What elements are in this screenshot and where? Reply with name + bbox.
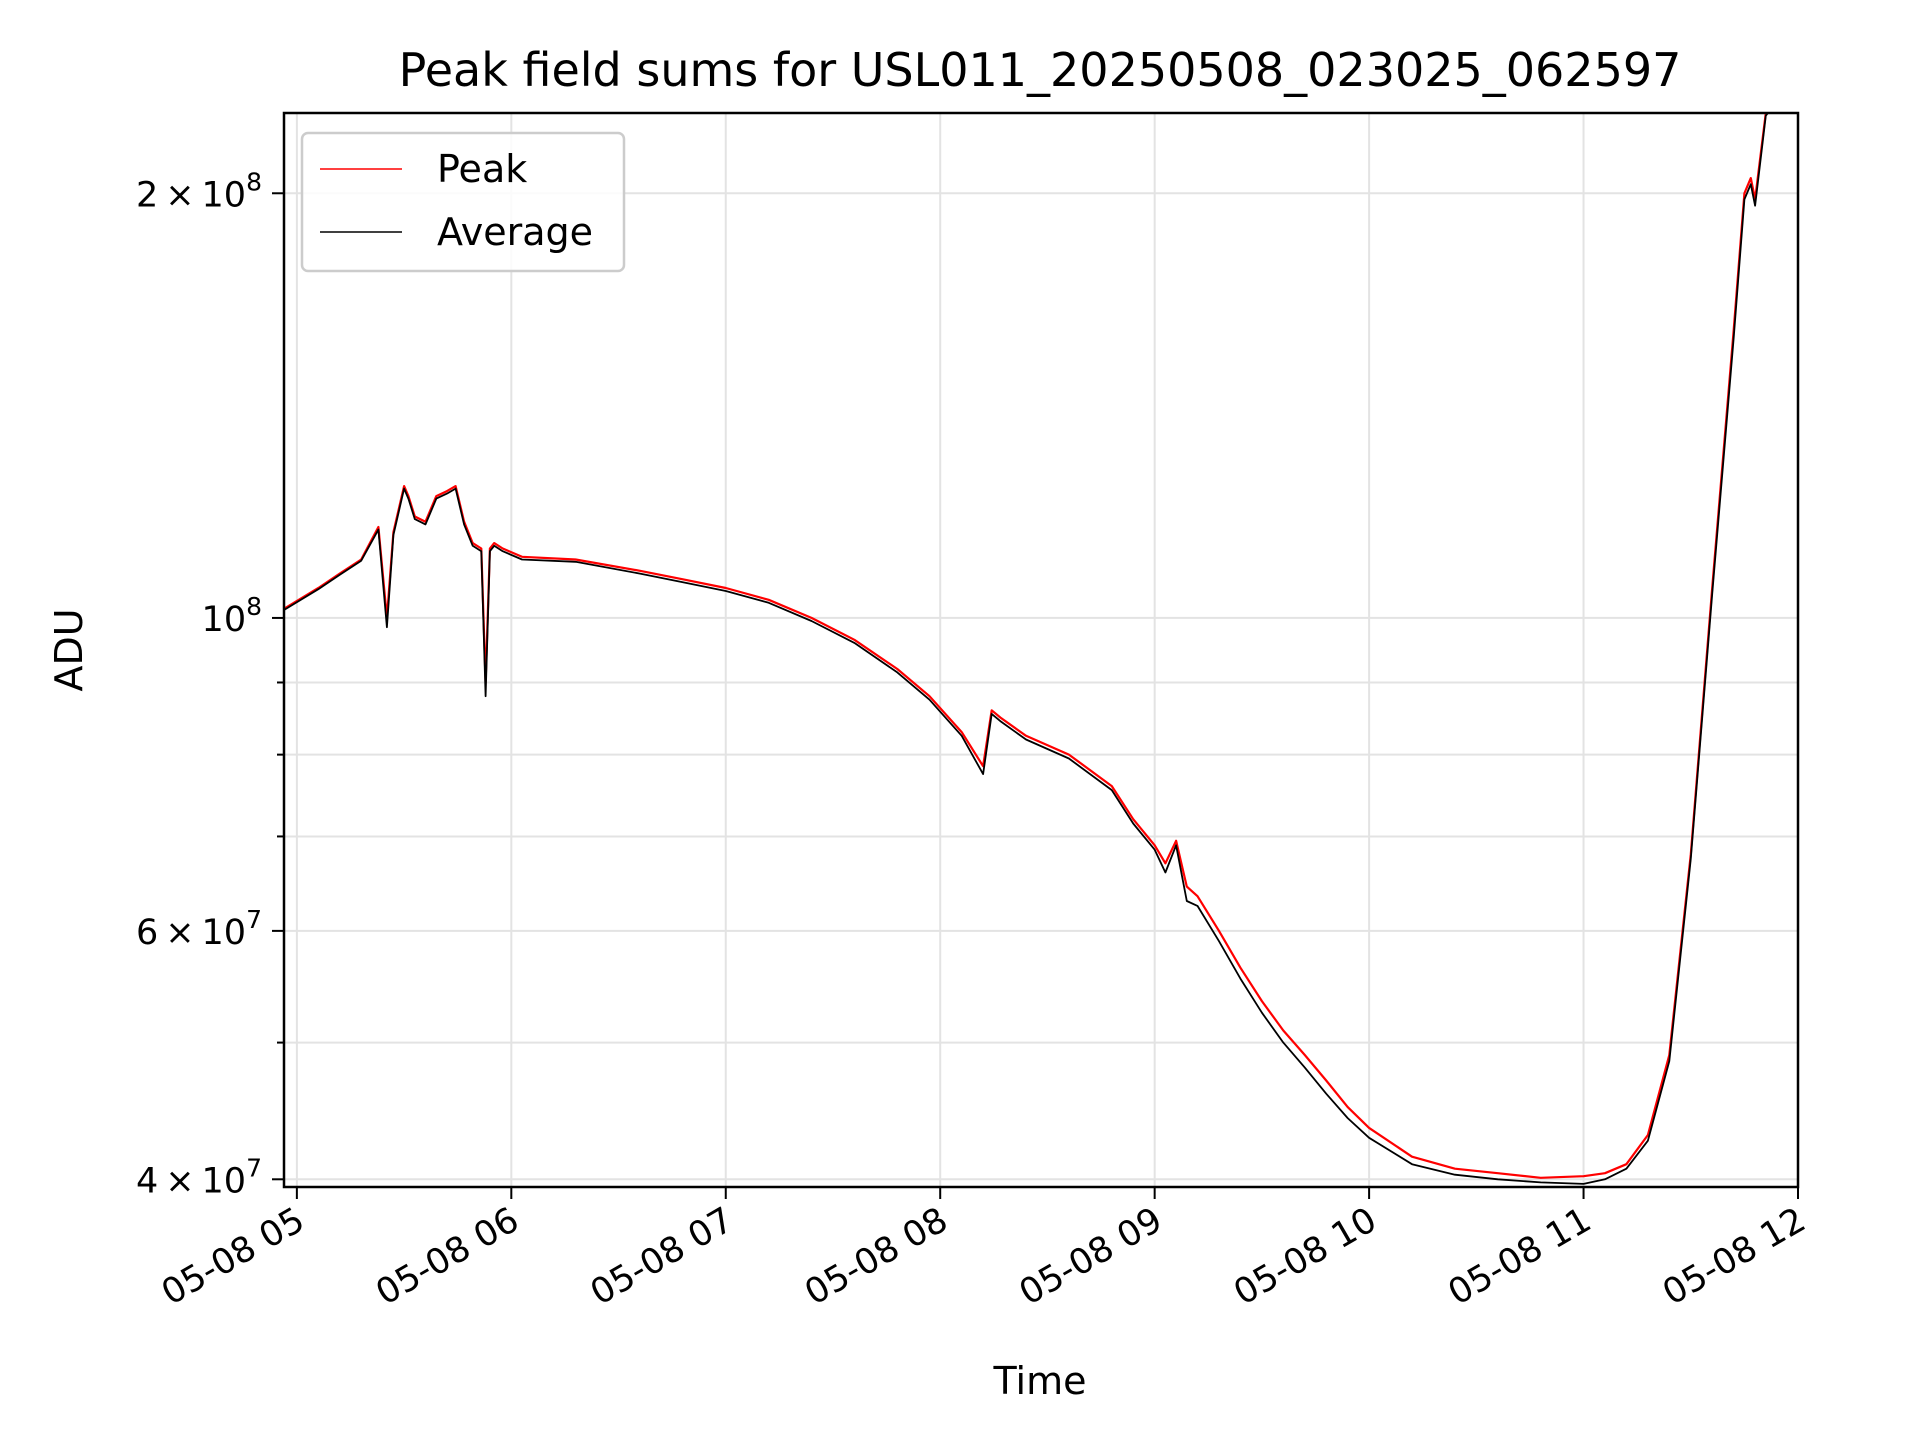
- y-axis-label: ADU: [47, 608, 91, 691]
- legend: Peak Average: [300, 131, 626, 273]
- y-tick-label: 2 × 108: [136, 167, 262, 215]
- series-line-peak: [284, 113, 1768, 1179]
- legend-label-average: Average: [437, 210, 593, 254]
- legend-box: [300, 131, 626, 273]
- plot-frame: [282, 111, 1800, 1189]
- y-tick-label: 6 × 107: [136, 905, 262, 953]
- y-tick-label: 4 × 107: [136, 1153, 262, 1201]
- legend-label-peak: Peak: [437, 147, 527, 191]
- x-axis-label: Time: [993, 1359, 1087, 1403]
- series-lines: [284, 113, 1770, 1185]
- series-line-average: [284, 113, 1770, 1185]
- chart-title: Peak field sums for USL011_20250508_0230…: [399, 43, 1682, 97]
